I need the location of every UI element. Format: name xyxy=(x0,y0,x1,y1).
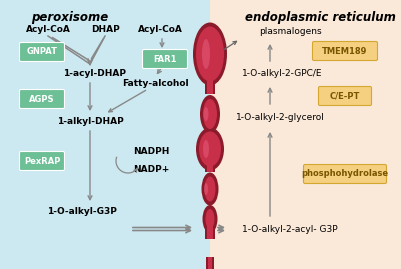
FancyBboxPatch shape xyxy=(205,72,215,94)
Text: C/E-PT: C/E-PT xyxy=(330,91,360,101)
Text: 1-O-alkyl-2-glycerol: 1-O-alkyl-2-glycerol xyxy=(235,112,324,122)
Ellipse shape xyxy=(203,140,209,158)
FancyBboxPatch shape xyxy=(210,0,401,269)
Text: Fatty-alcohol: Fatty-alcohol xyxy=(122,80,188,89)
FancyBboxPatch shape xyxy=(205,217,215,239)
FancyBboxPatch shape xyxy=(142,49,188,69)
Text: GNPAT: GNPAT xyxy=(26,48,57,56)
Text: NADP+: NADP+ xyxy=(133,165,169,175)
Ellipse shape xyxy=(205,176,215,201)
Ellipse shape xyxy=(203,107,209,121)
Text: phosphohydrolase: phosphohydrolase xyxy=(302,169,389,179)
FancyBboxPatch shape xyxy=(207,217,213,239)
Ellipse shape xyxy=(204,183,208,195)
Ellipse shape xyxy=(203,205,217,233)
Text: DHAP: DHAP xyxy=(91,24,119,34)
FancyBboxPatch shape xyxy=(304,165,387,183)
Text: 1-acyl-DHAP: 1-acyl-DHAP xyxy=(63,69,126,79)
Ellipse shape xyxy=(193,23,227,86)
Ellipse shape xyxy=(196,27,224,82)
Text: NADPH: NADPH xyxy=(133,147,169,157)
Text: TMEM189: TMEM189 xyxy=(322,47,368,55)
FancyBboxPatch shape xyxy=(206,257,214,269)
Ellipse shape xyxy=(196,128,224,171)
Ellipse shape xyxy=(203,99,217,129)
Ellipse shape xyxy=(199,132,221,167)
Text: peroxisome: peroxisome xyxy=(31,11,109,24)
FancyBboxPatch shape xyxy=(20,43,65,62)
Text: AGPS: AGPS xyxy=(29,94,55,104)
Text: PexRAP: PexRAP xyxy=(24,157,60,165)
Text: 1-alkyl-DHAP: 1-alkyl-DHAP xyxy=(57,116,124,126)
Ellipse shape xyxy=(201,172,219,206)
Text: plasmalogens: plasmalogens xyxy=(259,27,321,36)
Text: 1-O-alkyl-2-GPC/E: 1-O-alkyl-2-GPC/E xyxy=(242,69,322,79)
FancyBboxPatch shape xyxy=(207,72,213,94)
FancyBboxPatch shape xyxy=(208,257,212,269)
Text: 1-O-alkyl-2-acyl- G3P: 1-O-alkyl-2-acyl- G3P xyxy=(242,225,338,233)
Ellipse shape xyxy=(205,209,215,229)
FancyBboxPatch shape xyxy=(205,150,215,172)
FancyBboxPatch shape xyxy=(20,90,65,108)
FancyBboxPatch shape xyxy=(0,0,210,269)
FancyBboxPatch shape xyxy=(207,150,213,172)
FancyBboxPatch shape xyxy=(20,151,65,171)
Text: Acyl-CoA: Acyl-CoA xyxy=(26,24,71,34)
Text: FAR1: FAR1 xyxy=(153,55,177,63)
FancyBboxPatch shape xyxy=(318,87,371,105)
Text: endoplasmic reticulum: endoplasmic reticulum xyxy=(245,11,395,24)
Ellipse shape xyxy=(200,95,220,133)
Ellipse shape xyxy=(202,39,210,69)
Text: Acyl-CoA: Acyl-CoA xyxy=(138,24,182,34)
Text: 1-O-alkyl-G3P: 1-O-alkyl-G3P xyxy=(47,207,117,215)
FancyBboxPatch shape xyxy=(312,41,377,61)
